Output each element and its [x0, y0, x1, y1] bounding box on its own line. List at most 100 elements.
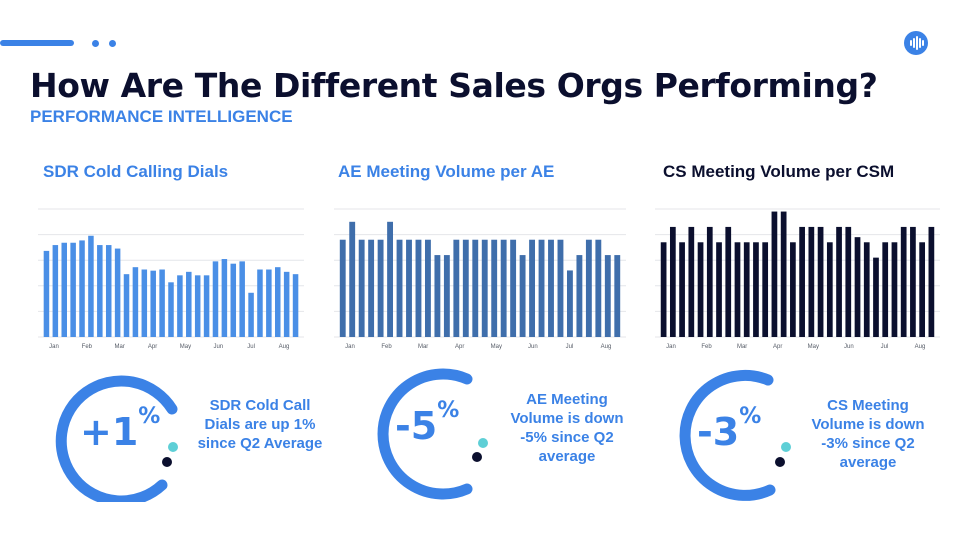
sdr-bar [88, 235, 94, 337]
cs-bar [669, 226, 676, 337]
waveform-logo-icon [904, 31, 928, 55]
ae-bar [424, 239, 431, 337]
cs-chart-title: CS Meeting Volume per CSM [663, 162, 895, 181]
ae-bar [529, 239, 536, 337]
ae-bar-chart: Jan Feb Mar Apr May Jun Jul Aug [334, 208, 626, 350]
sdr-bar [283, 271, 290, 337]
ae-bar [406, 239, 412, 337]
ae-bar [443, 255, 450, 337]
sdr-bar [230, 263, 237, 337]
cs-bar [771, 211, 778, 337]
ae-tick-label: May [491, 344, 502, 350]
ae-bar [557, 239, 564, 337]
header-accent-line [0, 40, 74, 46]
ae-bar [538, 239, 545, 337]
ring-marker-dot [472, 452, 482, 462]
ae-bar [576, 255, 583, 337]
cs-bar [697, 242, 704, 337]
ring-accent-dot [781, 442, 791, 452]
sdr-tick-label: Apr [148, 344, 157, 350]
sdr-bar [105, 245, 112, 337]
sdr-kpi-ring [55, 375, 178, 502]
ae-tick-label: Jun [528, 344, 538, 350]
sdr-bar-chart: Jan Feb Mar Apr May Jun Jul Aug [38, 208, 304, 350]
ae-bar [358, 239, 365, 337]
page-subtitle: PERFORMANCE INTELLIGENCE [30, 107, 293, 126]
cs-bar [817, 226, 824, 337]
ring-marker-dot [162, 457, 172, 467]
ring-accent-dot [478, 438, 488, 448]
ae-bar [604, 255, 611, 337]
sdr-bar [239, 261, 245, 337]
ae-bar [548, 239, 554, 337]
ae-bar [377, 239, 384, 337]
sdr-tick-label: Jan [49, 344, 59, 350]
cs-bar-chart: Jan Feb Mar Apr May Jun Jul Aug [655, 208, 940, 350]
sdr-kpi-caption: SDR Cold Call Dials are up 1% since Q2 A… [197, 397, 323, 452]
page-title: How Are The Different Sales Orgs Perform… [30, 66, 878, 105]
sdr-bar [43, 250, 50, 337]
cs-bar [706, 226, 713, 337]
cs-bar [826, 242, 833, 337]
ae-bar [462, 239, 469, 337]
cs-bar [910, 226, 916, 337]
sdr-bar [123, 274, 130, 337]
sdr-tick-label: Jun [213, 344, 223, 350]
ae-bar [415, 239, 422, 337]
cs-bar [873, 257, 879, 337]
cs-bar [928, 226, 935, 337]
ae-kpi-caption: AE Meeting Volume is down -5% since Q2 a… [510, 391, 624, 465]
cs-tick-label: Jun [844, 344, 854, 350]
cs-bar [845, 226, 852, 337]
cs-tick-label: Jul [881, 344, 889, 350]
ae-bar [349, 221, 356, 337]
ae-bar [387, 221, 394, 337]
ae-bar [396, 239, 403, 337]
ae-bar [481, 239, 488, 337]
ring-accent-dot [168, 442, 178, 452]
sdr-bar [114, 248, 121, 337]
ae-bar [453, 239, 460, 337]
sdr-tick-label: May [180, 344, 191, 350]
ae-bar [434, 255, 441, 337]
cs-bar [660, 242, 667, 337]
header-accent-dot [92, 40, 99, 47]
ae-kpi-ring [377, 368, 488, 500]
ae-bar [368, 239, 375, 337]
ae-tick-label: Jul [566, 344, 574, 350]
ae-tick-label: Jan [345, 344, 355, 350]
sdr-bar [168, 282, 174, 337]
ae-tick-label: Aug [601, 344, 612, 350]
ae-bar [595, 239, 602, 337]
sdr-bar [257, 269, 263, 337]
cs-bar [790, 242, 796, 337]
ring-marker-dot [775, 457, 785, 467]
ae-bar [491, 239, 498, 337]
cs-bar [716, 242, 722, 337]
sdr-bar [275, 267, 281, 337]
cs-bar [900, 226, 907, 337]
sdr-bar [79, 240, 85, 337]
cs-bar [799, 226, 805, 337]
ae-tick-label: Feb [381, 344, 392, 350]
sdr-bar [212, 261, 219, 337]
cs-tick-label: Aug [915, 344, 926, 350]
cs-bar [808, 226, 815, 337]
sdr-bar [266, 269, 272, 337]
cs-tick-label: May [808, 344, 819, 350]
cs-bar [743, 242, 750, 337]
cs-bar [688, 226, 695, 337]
sdr-bar [221, 259, 228, 337]
sdr-bar [70, 242, 76, 337]
cs-tick-label: Jan [666, 344, 676, 350]
cs-bar [780, 211, 787, 337]
sdr-bar [194, 275, 201, 337]
cs-bar [762, 242, 769, 337]
sdr-kpi-value: +1% [80, 404, 161, 454]
cs-kpi-ring [679, 369, 791, 501]
cs-bar [863, 242, 870, 337]
sdr-bar [141, 269, 148, 337]
sdr-bar [159, 269, 165, 337]
sdr-bar [150, 270, 156, 337]
ae-chart-title: AE Meeting Volume per AE [338, 162, 555, 181]
